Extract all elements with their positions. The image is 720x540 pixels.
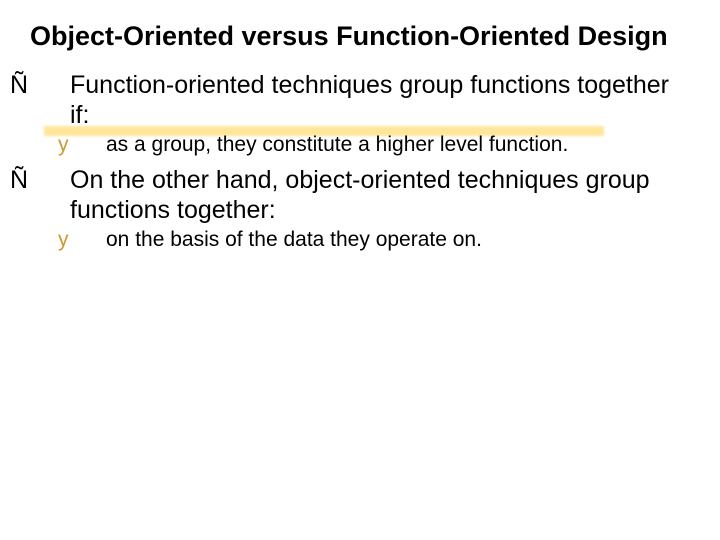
slide-title: Object-Oriented versus Function-Oriented… xyxy=(58,20,690,54)
bullet-sub-text: on the basis of the data they operate on… xyxy=(106,228,482,251)
bullet-sub-marker: y xyxy=(82,227,106,252)
bullet-main-2: ÑOn the other hand, object-oriented tech… xyxy=(30,165,690,225)
content-region: Object-Oriented versus Function-Oriented… xyxy=(30,20,690,252)
slide-container: Object-Oriented versus Function-Oriented… xyxy=(0,0,720,540)
bullet-main-marker: Ñ xyxy=(40,165,70,195)
bullet-main-1: ÑFunction-oriented techniques group func… xyxy=(30,70,690,130)
bullet-sub-text: as a group, they constitute a higher lev… xyxy=(106,133,568,156)
bullet-sub-marker: y xyxy=(82,132,106,157)
bullet-main-marker: Ñ xyxy=(40,70,70,100)
bullet-main-text: Function-oriented techniques group funct… xyxy=(70,71,669,129)
bullet-sub-2-1: yon the basis of the data they operate o… xyxy=(30,227,690,252)
bullet-main-text: On the other hand, object-oriented techn… xyxy=(70,166,650,224)
bullet-sub-1-1: yas a group, they constitute a higher le… xyxy=(30,132,690,157)
